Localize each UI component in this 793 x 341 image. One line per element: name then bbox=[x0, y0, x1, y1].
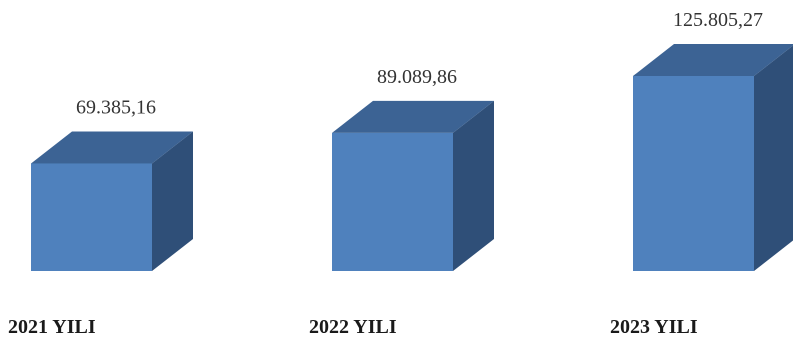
bar-1 bbox=[31, 131, 193, 271]
bar-2 bbox=[332, 100, 494, 271]
category-label-3: 2023 YILI bbox=[610, 316, 698, 338]
bar-side-face bbox=[754, 45, 793, 271]
bar-3 bbox=[633, 44, 793, 271]
bar-top-face bbox=[332, 100, 494, 133]
category-label-2: 2022 YILI bbox=[309, 316, 397, 338]
data-label-1: 69.385,16 bbox=[76, 96, 156, 118]
data-label-3: 125.805,27 bbox=[673, 9, 763, 31]
bar-front-face bbox=[31, 163, 152, 271]
bar-top-face bbox=[31, 131, 193, 164]
bar-top-face bbox=[633, 44, 793, 76]
bar-front-face bbox=[633, 76, 754, 271]
category-label-1: 2021 YILI bbox=[8, 316, 96, 338]
data-label-2: 89.089,86 bbox=[377, 66, 457, 88]
bar-side-face bbox=[152, 131, 193, 271]
bar-side-face bbox=[453, 100, 494, 271]
bar-front-face bbox=[332, 132, 453, 271]
